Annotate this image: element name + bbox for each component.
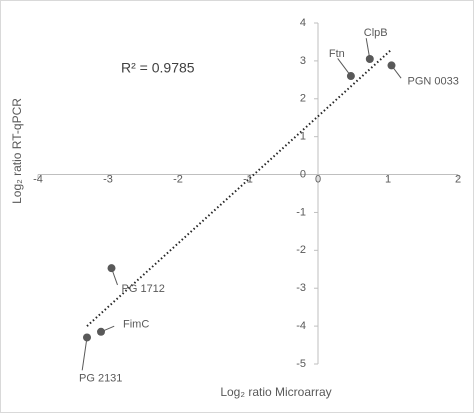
point-label: FimC	[123, 319, 149, 331]
y-tick-label: 1	[300, 131, 306, 143]
point-label: PG 1712	[122, 283, 165, 295]
y-tick-label: -3	[296, 282, 306, 294]
leader-line	[81, 337, 88, 371]
y-tick-label: -1	[296, 206, 306, 218]
x-tick-label: -1	[243, 173, 253, 185]
trendline	[86, 48, 393, 327]
point-label: PG 2131	[79, 372, 122, 384]
x-tick-label: -3	[103, 173, 113, 185]
point	[387, 61, 396, 70]
x-tick-label: 0	[315, 173, 321, 185]
point	[346, 72, 355, 81]
point-label: PGN 0033	[408, 75, 459, 87]
x-axis-title: Log₂ ratio Microarray	[220, 385, 331, 399]
point	[97, 327, 105, 336]
y-tick-label: -5	[296, 358, 306, 370]
y-tick-label: 3	[300, 55, 306, 67]
point	[365, 54, 374, 63]
point	[107, 264, 116, 273]
point	[83, 333, 91, 342]
y-tick-label: 4	[300, 17, 306, 29]
y-tick-label: 0	[300, 168, 306, 180]
y-tick-label: -4	[296, 320, 306, 332]
r-squared: R² = 0.9785	[121, 60, 195, 76]
point-label: Ftn	[329, 48, 345, 60]
y-tick-label: -2	[296, 244, 306, 256]
x-tick-label: 1	[385, 173, 391, 185]
x-tick-label: -2	[173, 173, 183, 185]
x-tick-label: 2	[455, 173, 461, 185]
x-tick-label: -4	[33, 173, 43, 185]
point-label: ClpB	[364, 27, 388, 39]
y-axis-title: Log₂ ratio RT-qPCR	[10, 98, 24, 204]
y-tick-label: 2	[300, 93, 306, 105]
